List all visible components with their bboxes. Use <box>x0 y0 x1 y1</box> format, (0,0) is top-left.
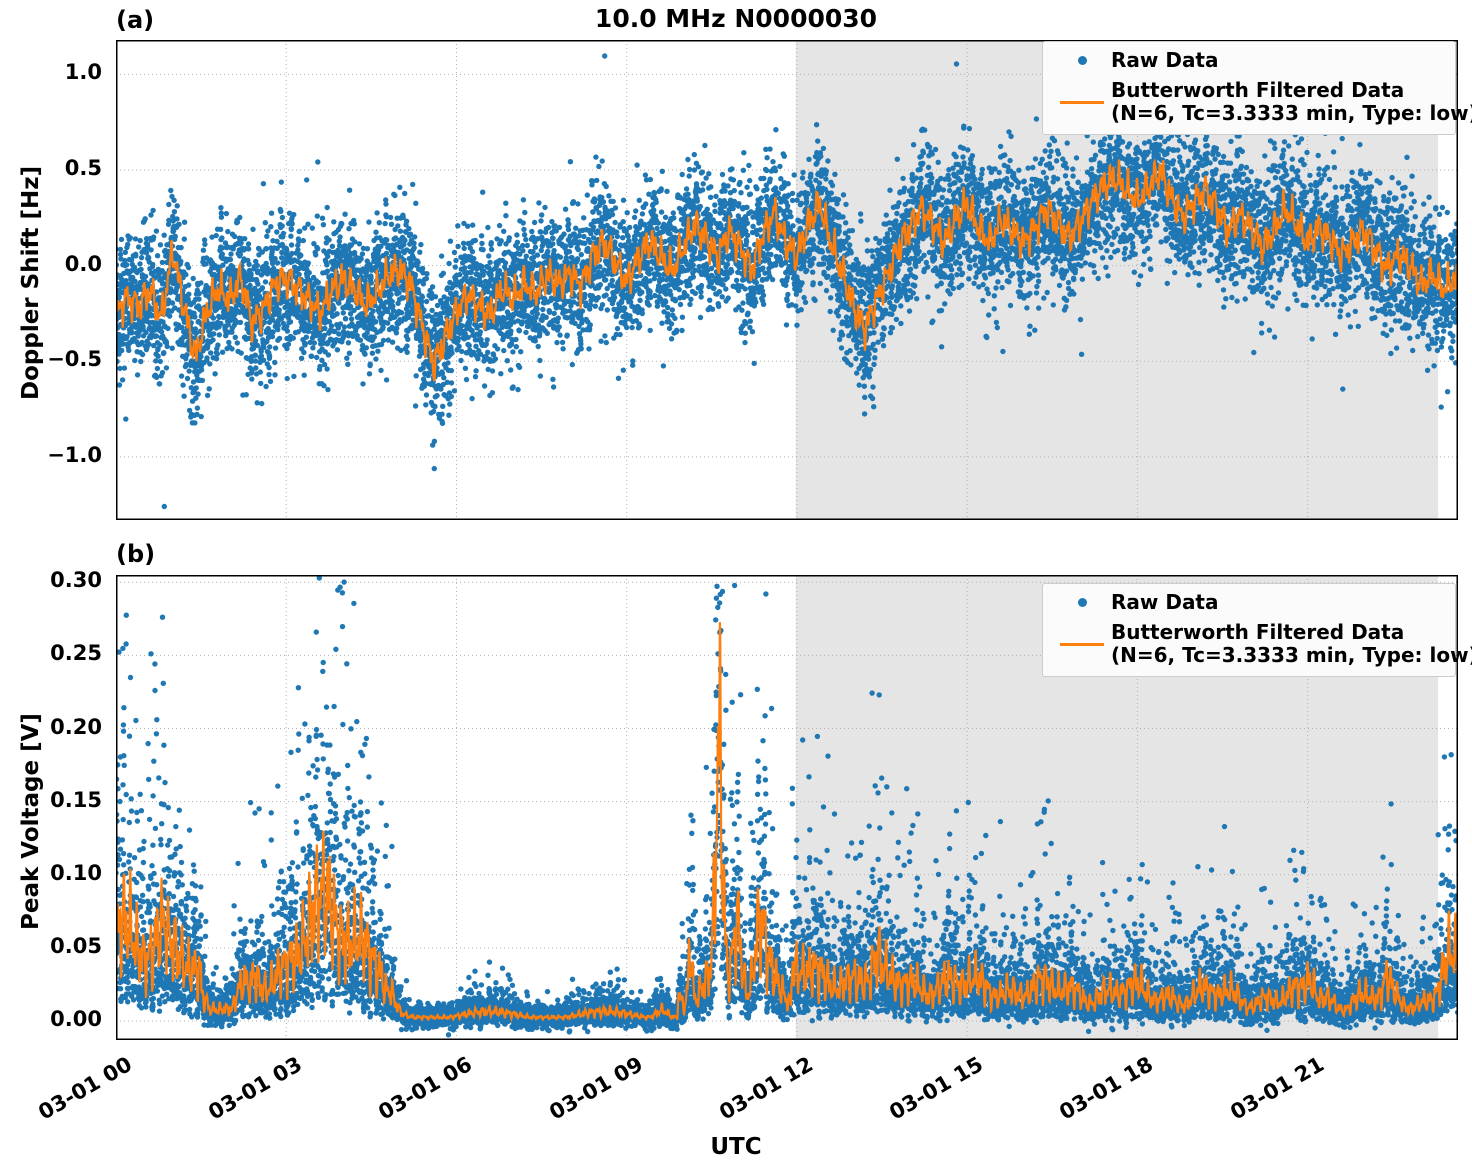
legend-entry-filtered: Butterworth Filtered Data (N=6, Tc=3.3333… <box>1053 621 1472 667</box>
x-tick-label: 03-01 00 <box>15 1052 136 1136</box>
legend-raw-label: Raw Data <box>1111 48 1219 72</box>
panel-b-ytick: 0.00 <box>14 1007 102 1031</box>
legend-filtered-line2: (N=6, Tc=3.3333 min, Type: low) <box>1111 643 1472 667</box>
legend-filtered-line1: Butterworth Filtered Data <box>1111 78 1404 102</box>
panel-a-legend: Raw Data Butterworth Filtered Data (N=6, … <box>1042 41 1472 135</box>
legend-filtered-line2: (N=6, Tc=3.3333 min, Type: low) <box>1111 101 1472 125</box>
x-tick-label: 03-01 18 <box>1036 1052 1158 1136</box>
legend-filtered-label: Butterworth Filtered Data (N=6, Tc=3.3333… <box>1111 79 1472 125</box>
figure-title: 10.0 MHz N0000030 <box>0 4 1472 33</box>
panel-b-ytick: 0.20 <box>14 715 102 739</box>
panel-a-ytick: 1.0 <box>20 60 102 84</box>
x-tick-label: 03-01 09 <box>526 1052 647 1136</box>
legend-filtered-line1: Butterworth Filtered Data <box>1111 620 1404 644</box>
panel-b-ytick: 0.05 <box>14 934 102 958</box>
x-tick-label: 03-01 03 <box>185 1052 306 1136</box>
panel-b-ytick: 0.15 <box>14 788 102 812</box>
panel-a-tag: (a) <box>116 6 154 34</box>
dot-marker-icon <box>1053 598 1111 608</box>
peak-voltage-plot <box>116 575 1458 1040</box>
panel-a-ytick: −1.0 <box>20 443 102 467</box>
x-tick-label: 03-01 15 <box>866 1052 987 1136</box>
panel-a-ytick: 0.0 <box>20 252 102 276</box>
panel-b-ylabel: Peak Voltage [V] <box>18 713 44 930</box>
legend-entry-raw: Raw Data <box>1053 590 1443 614</box>
panel-b-tag: (b) <box>116 540 155 568</box>
legend-entry-raw: Raw Data <box>1053 48 1443 72</box>
legend-raw-label: Raw Data <box>1111 590 1219 614</box>
line-marker-icon <box>1053 100 1111 104</box>
line-marker-icon <box>1053 642 1111 646</box>
x-axis-label: UTC <box>710 1134 761 1160</box>
x-tick-label: 03-01 21 <box>1207 1052 1328 1136</box>
panel-b-ytick: 0.25 <box>14 641 102 665</box>
panel-b-ytick: 0.30 <box>14 568 102 592</box>
panel-b-ytick: 0.10 <box>14 861 102 885</box>
panel-a-ytick: 0.5 <box>20 156 102 180</box>
x-tick-label: 03-01 12 <box>696 1052 817 1136</box>
legend-filtered-label: Butterworth Filtered Data (N=6, Tc=3.3333… <box>1111 621 1472 667</box>
panel-b-legend: Raw Data Butterworth Filtered Data (N=6, … <box>1042 583 1472 677</box>
panel-a-ytick: −0.5 <box>20 347 102 371</box>
legend-entry-filtered: Butterworth Filtered Data (N=6, Tc=3.3333… <box>1053 79 1472 125</box>
x-tick-label: 03-01 06 <box>355 1052 477 1136</box>
dot-marker-icon <box>1053 56 1111 66</box>
